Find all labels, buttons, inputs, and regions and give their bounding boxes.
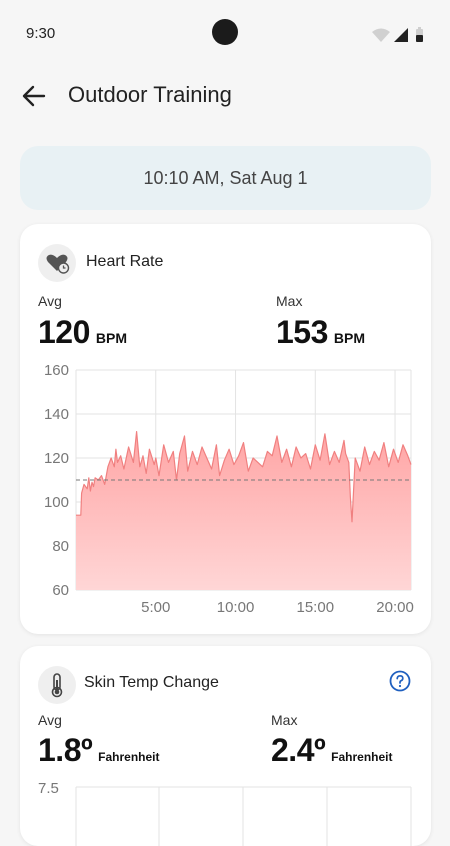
hr-x-tick-label: 5:00 [141,599,170,616]
hr-avg-unit: BPM [95,330,128,346]
skin-temp-chart: 7.5 [38,780,412,846]
skin-avg-label: Avg [38,712,62,728]
hr-y-tick-label: 140 [44,406,69,423]
hr-line [76,431,412,523]
heart-rate-icon [38,244,76,282]
hr-avg-stat: 120 BPM [38,314,127,351]
hr-y-tick-label: 80 [52,538,69,555]
wifi-icon [372,28,390,42]
skin-max-stat: 2.4º Fahrenheit [271,732,393,769]
signal-icon [394,28,408,42]
status-bar: 9:30 [0,0,450,66]
status-time: 9:30 [26,25,56,42]
hr-y-tick-label: 120 [44,450,69,467]
hr-x-tick-label: 20:00 [376,599,414,616]
hr-x-tick-label: 15:00 [297,599,335,616]
thermometer-icon [38,666,76,704]
skin-avg-stat: 1.8º Fahrenheit [38,732,160,769]
skin-temp-title: Skin Temp Change [84,674,219,691]
hr-max-label: Max [276,293,303,309]
status-icons [372,27,423,42]
battery-icon [416,27,423,42]
skin-avg-value: 1.8º [38,732,93,768]
session-date-selector[interactable]: 10:10 AM, Sat Aug 1 [20,146,431,210]
hr-y-tick-label: 60 [52,582,69,599]
skin-max-unit: Fahrenheit [331,750,393,764]
skin-max-label: Max [271,712,298,728]
heart-rate-card: Heart Rate Avg 120 BPM Max 153 BPM 60 80 100… [20,224,431,634]
heart-rate-chart: 60 80 100 120 140 160 5:00 10:00 15:00 20:00 [44,362,414,616]
hr-x-tick-label: 10:00 [217,599,255,616]
skin-max-value: 2.4º [271,732,326,768]
help-button[interactable] [389,670,411,692]
hr-max-value: 153 [276,314,328,350]
camera-cutout [212,19,238,45]
app-bar: Outdoor Training [0,70,450,122]
arrow-back-icon [22,85,46,107]
skin-temp-card: Skin Temp Change Avg 1.8º Fahrenheit Max … [20,646,431,846]
skin-avg-unit: Fahrenheit [98,750,160,764]
session-date-text: 10:10 AM, Sat Aug 1 [143,167,308,188]
hr-avg-label: Avg [38,293,62,309]
back-button[interactable] [20,82,48,110]
hr-avg-value: 120 [38,314,90,350]
page-title: Outdoor Training [68,82,232,107]
hr-max-stat: 153 BPM [276,314,365,351]
heart-rate-title: Heart Rate [86,253,164,270]
skin-y-tick-label: 7.5 [38,780,59,797]
hr-y-tick-label: 100 [44,494,69,511]
help-icon [389,670,411,692]
hr-max-unit: BPM [333,330,366,346]
hr-y-tick-label: 160 [44,362,69,379]
